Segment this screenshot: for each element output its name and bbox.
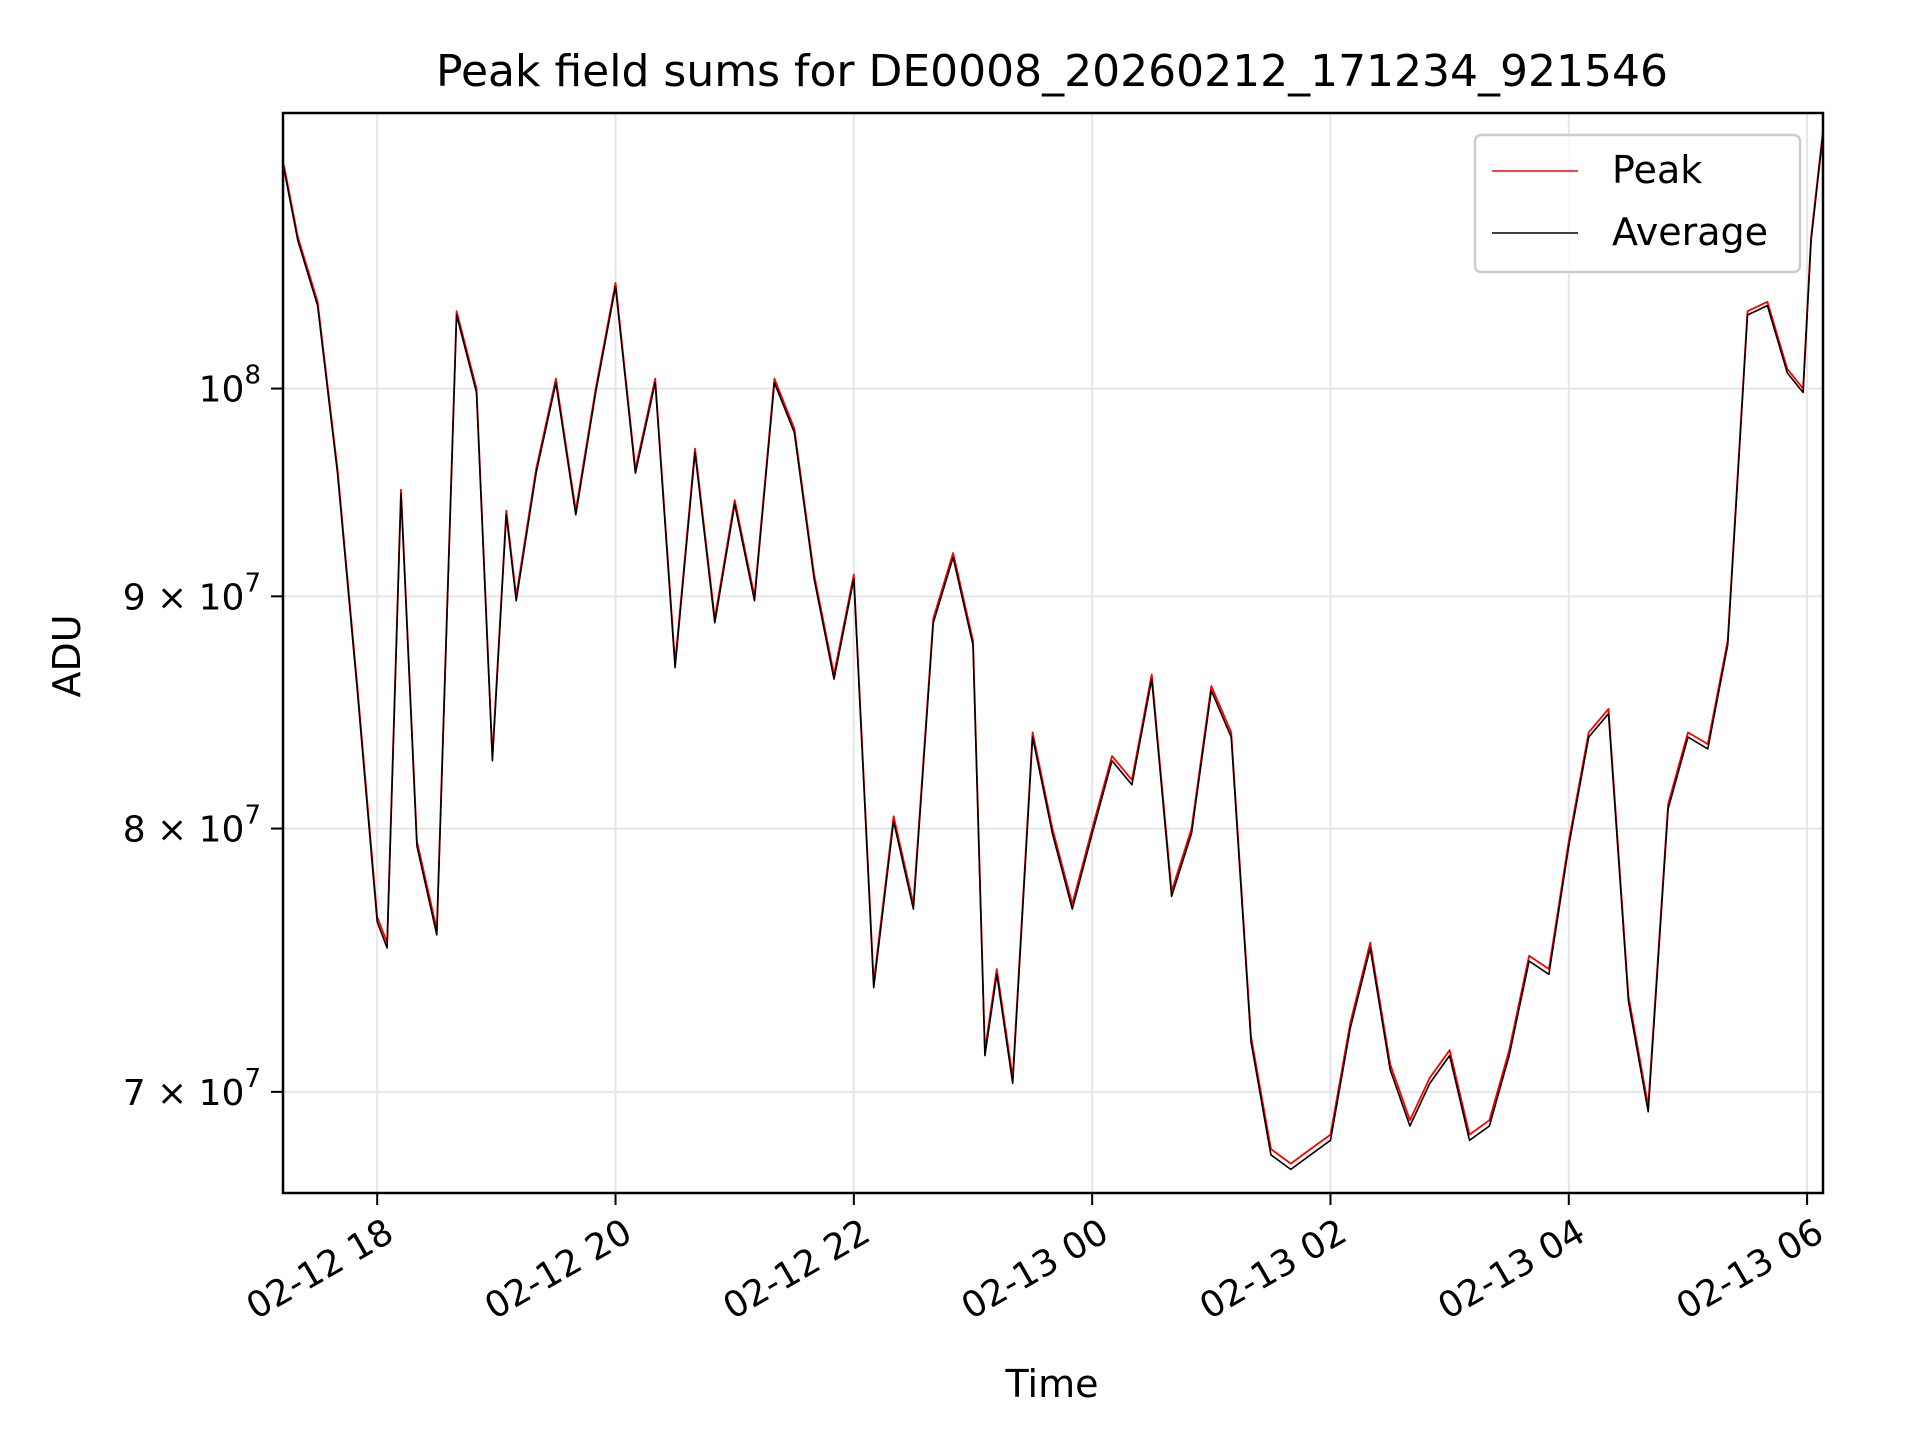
- series-layer: [283, 130, 1823, 1171]
- y-tick-label: 8 × 107: [123, 801, 261, 851]
- x-tick-label: 02-12 18: [240, 1211, 401, 1327]
- x-tick-label: 02-13 04: [1431, 1211, 1592, 1327]
- plot-frame: [281, 111, 1825, 1195]
- series-peak: [283, 130, 1823, 1165]
- x-tick-label: 02-12 20: [478, 1211, 639, 1327]
- y-tick-exponent: 7: [244, 1064, 261, 1094]
- series-line-peak: [283, 130, 1823, 1165]
- y-axis-label: ADU: [45, 614, 89, 697]
- y-tick-base: 9 × 10: [123, 577, 245, 618]
- x-axis: 02-12 18 02-12 20 02-12 22 02-13 00 02-13 02…: [240, 1193, 1831, 1328]
- y-tick-base: 8 × 10: [123, 810, 245, 851]
- y-tick-label: 9 × 107: [123, 568, 261, 618]
- legend: Peak Average: [1473, 133, 1802, 274]
- y-tick-exponent: 7: [244, 568, 261, 598]
- y-tick-exponent: 7: [244, 801, 261, 831]
- y-tick-exponent: 8: [244, 361, 261, 391]
- x-tick-label: 02-12 22: [716, 1211, 877, 1327]
- grid: [283, 113, 1823, 1193]
- x-tick-label: 02-13 00: [955, 1211, 1116, 1327]
- y-tick-label: 7 × 107: [123, 1064, 261, 1114]
- series-line-average: [283, 133, 1823, 1171]
- y-tick-base: 7 × 10: [123, 1073, 245, 1114]
- legend-label-average: Average: [1612, 210, 1768, 254]
- x-tick-label: 02-13 06: [1670, 1211, 1831, 1327]
- x-tick-label: 02-13 02: [1193, 1211, 1354, 1327]
- x-axis-label: Time: [1005, 1362, 1099, 1406]
- y-tick-label: 108: [199, 361, 261, 411]
- chart-title: Peak field sums for DE0008_20260212_1712…: [436, 46, 1668, 97]
- series-average: [283, 133, 1823, 1171]
- y-tick-base: 10: [199, 370, 245, 411]
- legend-label-peak: Peak: [1612, 148, 1702, 192]
- legend-box: [1473, 133, 1802, 274]
